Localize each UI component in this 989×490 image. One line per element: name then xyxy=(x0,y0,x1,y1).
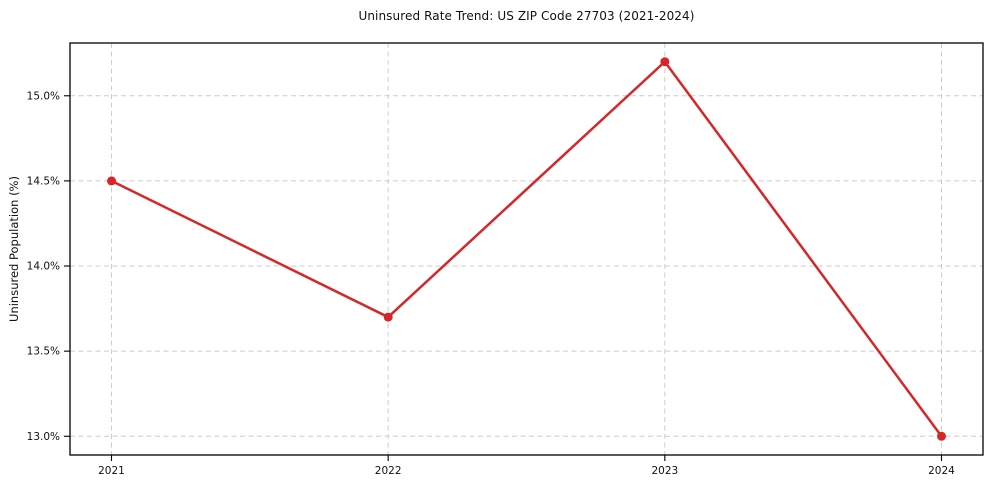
data-point xyxy=(660,57,670,67)
x-tick-label: 2024 xyxy=(928,465,955,477)
x-tick-label: 2023 xyxy=(651,465,678,477)
data-point xyxy=(937,431,946,441)
data-point xyxy=(107,176,116,186)
data-point xyxy=(383,312,393,322)
y-tick-label: 14.5% xyxy=(27,175,60,187)
y-tick-label: 13.0% xyxy=(27,431,60,443)
plot-frame xyxy=(69,42,984,456)
y-tick-label: 14.0% xyxy=(27,261,60,273)
x-tick-label: 2021 xyxy=(98,465,125,477)
y-tick-label: 15.0% xyxy=(27,90,60,102)
chart-title: Uninsured Rate Trend: US ZIP Code 27703 … xyxy=(358,9,695,23)
x-tick-label: 2022 xyxy=(375,465,402,477)
trend-line xyxy=(110,60,943,438)
y-tick-label: 13.5% xyxy=(27,346,60,358)
